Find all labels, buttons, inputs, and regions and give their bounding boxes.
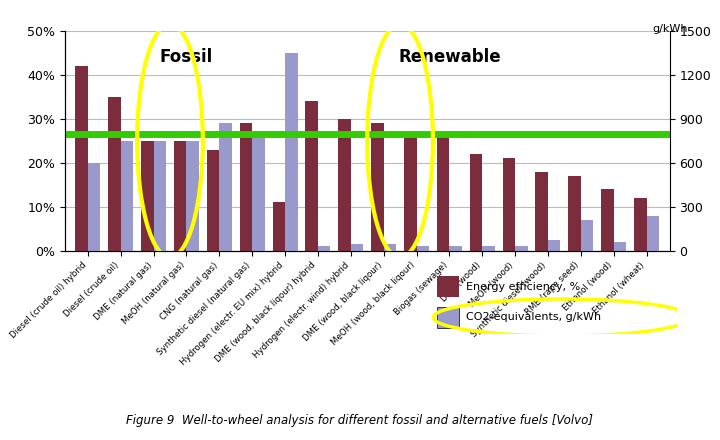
Bar xyxy=(240,123,252,251)
Bar xyxy=(351,244,364,251)
Bar xyxy=(305,101,318,251)
Text: Renewable: Renewable xyxy=(398,48,500,66)
Bar xyxy=(108,97,121,251)
Bar xyxy=(273,202,285,251)
Bar xyxy=(581,220,593,251)
Bar xyxy=(338,119,351,251)
Bar xyxy=(482,246,495,251)
Bar xyxy=(252,136,265,251)
Bar xyxy=(548,240,560,251)
Bar xyxy=(186,141,199,251)
Bar xyxy=(437,136,449,251)
Bar xyxy=(416,246,429,251)
Bar xyxy=(153,141,166,251)
Bar xyxy=(220,123,232,251)
Bar xyxy=(174,141,186,251)
Bar xyxy=(613,242,626,251)
Bar xyxy=(76,66,88,251)
Bar xyxy=(449,246,462,251)
Text: CO2-equivalents, g/kWh: CO2-equivalents, g/kWh xyxy=(467,312,601,323)
Text: Fossil: Fossil xyxy=(160,48,213,66)
Text: Figure 9  Well-to-wheel analysis for different fossil and alternative fuels [Vol: Figure 9 Well-to-wheel analysis for diff… xyxy=(127,414,593,427)
Bar xyxy=(404,136,416,251)
Bar xyxy=(121,141,133,251)
Bar xyxy=(503,158,515,251)
Bar xyxy=(371,123,384,251)
Bar xyxy=(88,163,100,251)
FancyBboxPatch shape xyxy=(437,276,459,297)
Bar xyxy=(647,216,659,251)
Bar xyxy=(285,53,297,251)
Bar xyxy=(536,172,548,251)
Bar xyxy=(568,176,581,251)
Bar xyxy=(318,246,330,251)
Bar xyxy=(469,154,482,251)
Bar xyxy=(141,141,153,251)
Bar xyxy=(384,244,396,251)
Text: g/kWh: g/kWh xyxy=(652,24,688,34)
Bar xyxy=(515,246,528,251)
Bar xyxy=(601,189,613,251)
Text: Energy efficiency, %: Energy efficiency, % xyxy=(467,282,580,292)
FancyBboxPatch shape xyxy=(437,307,459,328)
Bar xyxy=(207,150,220,251)
Bar xyxy=(634,198,647,251)
